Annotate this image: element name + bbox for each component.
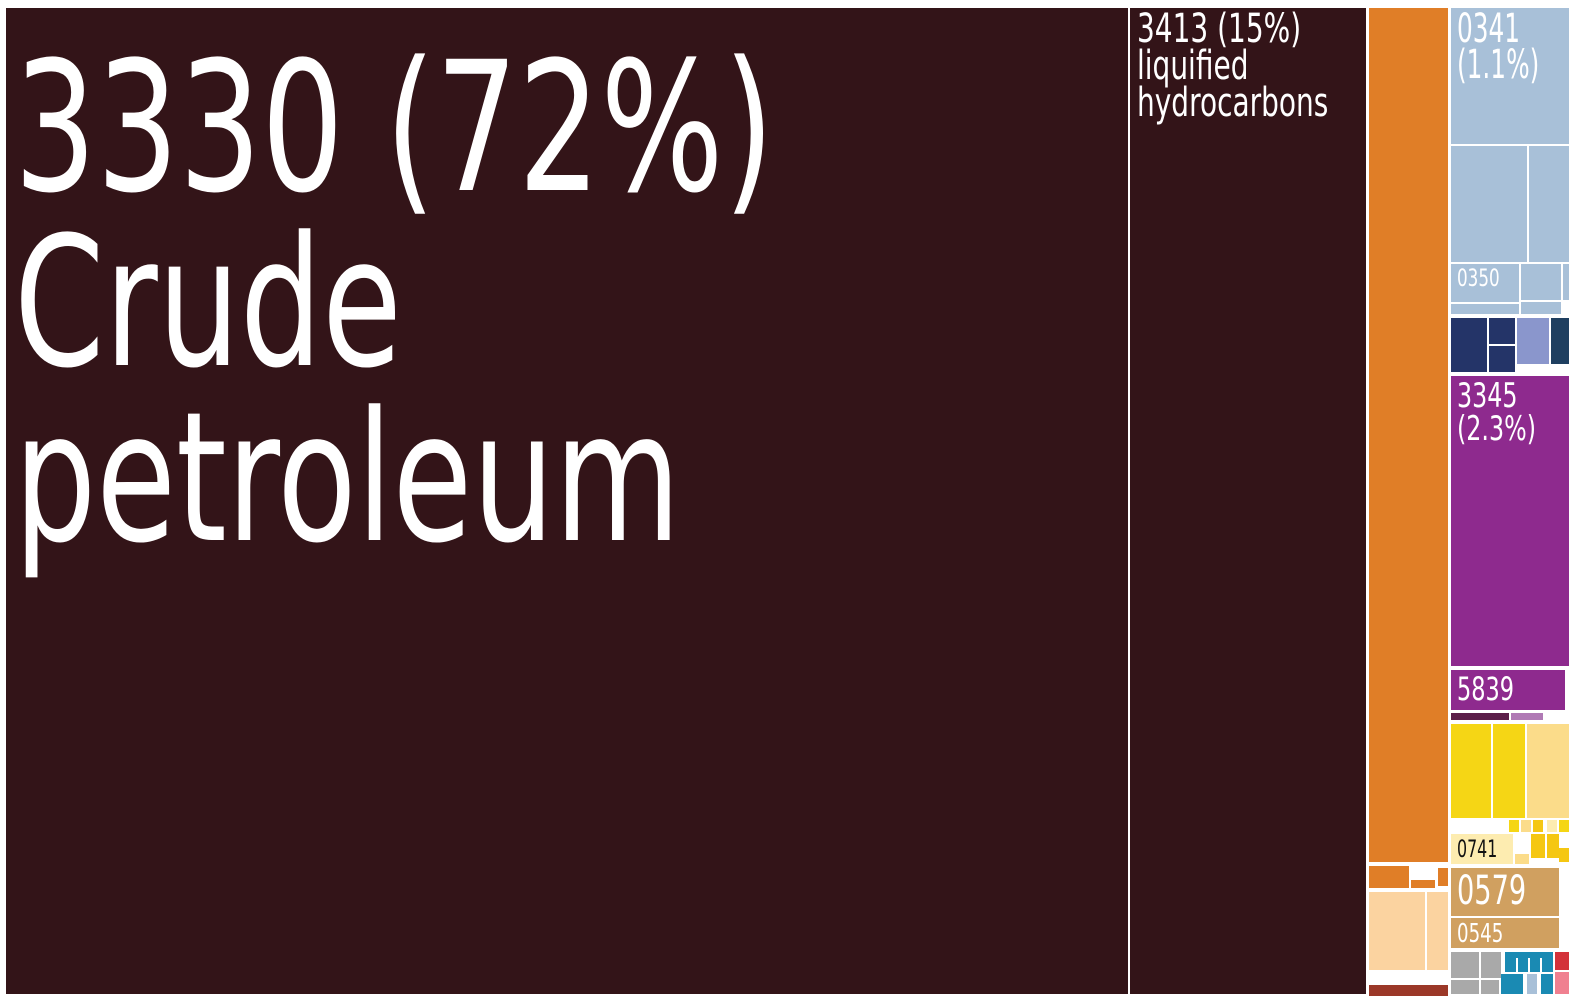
treemap-cell-5 [1529, 146, 1569, 262]
treemap-cell-3330 [6, 8, 1128, 994]
treemap-label-cell-3413-line-1: liquified [1137, 43, 1248, 89]
treemap-cell-20 [1451, 724, 1491, 818]
treemap-minor-cell-12 [1481, 980, 1499, 994]
treemap-minor-cell-0 [1509, 820, 1519, 832]
treemap-cell-30 [1427, 892, 1448, 970]
treemap-minor-cell-8 [1438, 868, 1448, 886]
treemap-cell-18 [1451, 713, 1509, 720]
treemap-label-cell-0741-line-0: 0741 [1457, 835, 1497, 863]
treemap-cell-25 [1547, 834, 1559, 858]
treemap-label-cell-0579-line-0: 0579 [1457, 868, 1526, 915]
treemap-minor-cell-4 [1559, 820, 1569, 832]
treemap-label-cell-3345-line-0: 3345 [1457, 376, 1518, 415]
treemap-cell-11 [1451, 318, 1487, 372]
treemap-cell-5839 [1451, 670, 1565, 710]
treemap-cell-2 [1369, 8, 1448, 862]
treemap-label-cell-0545-line-0: 0545 [1457, 919, 1503, 949]
treemap-label-cell-0341-line-0: 0341 [1457, 5, 1520, 52]
treemap-cell-0741 [1451, 834, 1513, 864]
treemap-minor-cell-13 [1451, 980, 1479, 994]
treemap-cell-24 [1531, 834, 1545, 858]
treemap-label-cell-3330-line-1: Crude [14, 197, 402, 407]
treemap-label-cell-0341-line-1: (1.1%) [1457, 41, 1539, 88]
treemap-minor-cell-7 [1411, 880, 1435, 888]
treemap-cell-0579 [1451, 868, 1559, 916]
treemap-cell-28 [1369, 866, 1409, 888]
treemap-minor-cell-9 [1501, 974, 1523, 994]
treemap-cell-4 [1451, 146, 1527, 262]
treemap-label-cell-3330-line-2: petroleum [14, 372, 681, 582]
treemap-label-cell-3345-line-1: (2.3%) [1457, 409, 1536, 448]
treemap-label-cell-3413-line-2: hydrocarbons [1137, 80, 1328, 126]
treemap-label-cell-3330-line-0: 3330 (72%) [14, 22, 774, 232]
treemap-cell-7 [1521, 264, 1561, 300]
treemap-label-cell-0350-line-0: 0350 [1457, 264, 1500, 292]
treemap-cell-35 [1555, 952, 1569, 970]
treemap-cell-3413 [1130, 8, 1366, 994]
treemap-label-cell-5839-line-0: 5839 [1457, 670, 1514, 708]
treemap-minor-cell-6 [1559, 848, 1569, 862]
treemap-cell-0341 [1451, 8, 1569, 144]
treemap-cell-22 [1527, 724, 1569, 818]
treemap-cell-33 [1481, 952, 1501, 978]
treemap-cell-31 [1369, 985, 1448, 996]
treemap-cell-36 [1555, 972, 1569, 994]
treemap-label-cell-3413-line-0: 3413 (15%) [1137, 6, 1301, 52]
treemap-cell-29 [1369, 892, 1425, 970]
treemap-minor-cell-10 [1527, 974, 1537, 994]
treemap-minor-cell-5 [1515, 854, 1529, 864]
treemap-minor-cell-11 [1541, 974, 1553, 994]
treemap-cell-10 [1451, 304, 1519, 314]
treemap-cell-15 [1551, 318, 1569, 364]
treemap-minor-cell-3 [1547, 820, 1557, 832]
treemap-cell-13 [1489, 346, 1515, 372]
treemap-cell-0545 [1451, 918, 1559, 948]
treemap-cell-19 [1511, 713, 1543, 720]
treemap-cell-32 [1451, 952, 1479, 978]
treemap-cell-12 [1489, 318, 1515, 344]
treemap-minor-cell-1 [1521, 820, 1531, 832]
treemap-cell-9 [1521, 302, 1561, 314]
treemap-cell-3345 [1451, 376, 1569, 666]
treemap-minor-cell-2 [1533, 820, 1543, 832]
treemap-cell-21 [1493, 724, 1525, 818]
treemap-cell-8 [1563, 264, 1569, 300]
treemap-cell-14 [1517, 318, 1549, 364]
treemap-cell-0350 [1451, 264, 1519, 302]
